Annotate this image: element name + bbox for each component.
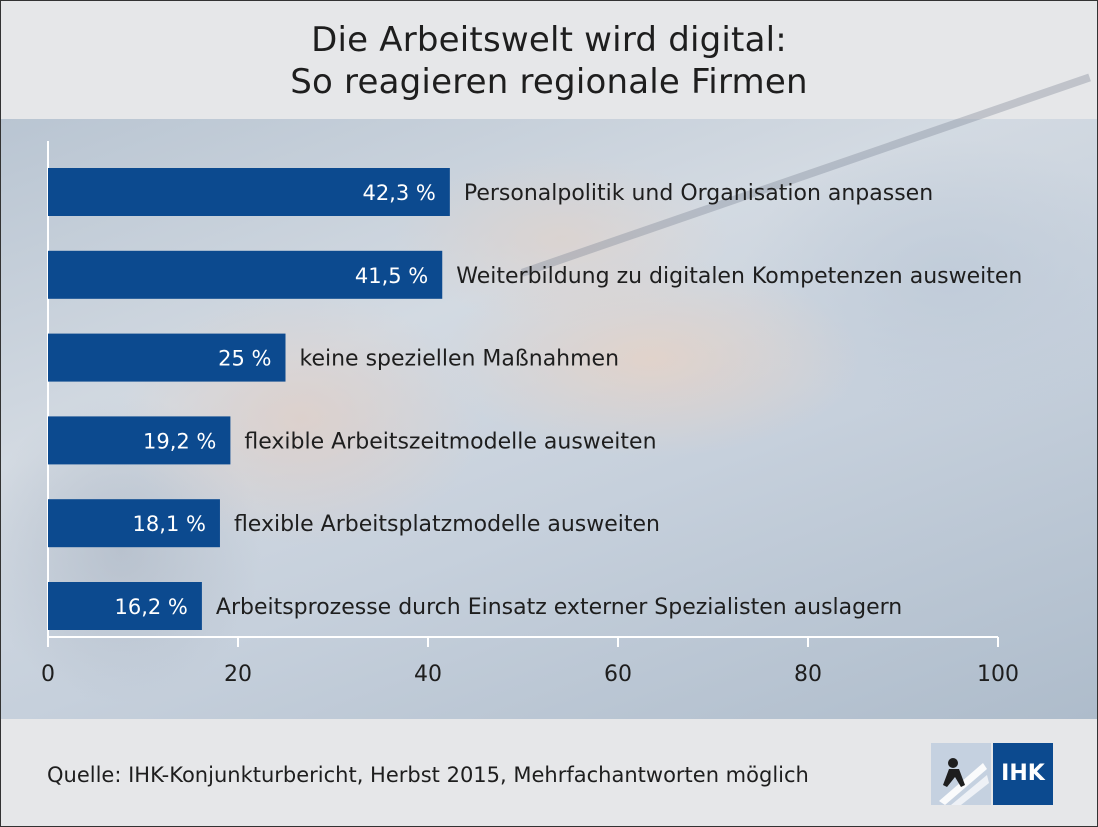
bar bbox=[48, 250, 443, 299]
x-tick-label: 60 bbox=[604, 662, 632, 687]
bar bbox=[48, 416, 231, 465]
bar-value-label: 42,3 % bbox=[362, 181, 435, 205]
bar-category-label: Personalpolitik und Organisation anpasse… bbox=[464, 181, 933, 206]
x-tick-label: 100 bbox=[977, 662, 1019, 687]
bar bbox=[48, 582, 202, 630]
bar-value-label: 18,1 % bbox=[133, 512, 206, 536]
bar bbox=[48, 333, 286, 382]
x-tick-label: 80 bbox=[794, 662, 822, 687]
bar-category-label: Weiterbildung zu digitalen Kompetenzen a… bbox=[456, 264, 1022, 289]
bar-chart: 0 20 40 60 80 100 42,3 % Personalpolitik und Or… bbox=[41, 141, 1022, 687]
bar-value-label: 25 % bbox=[218, 347, 271, 371]
title-line-1: Die Arbeitswelt wird digital: bbox=[311, 20, 787, 60]
header: Die Arbeitswelt wird digital: So reagier… bbox=[1, 1, 1097, 119]
source-note: Quelle: IHK-Konjunkturbericht, Herbst 20… bbox=[47, 763, 809, 787]
x-tick-label: 20 bbox=[224, 662, 252, 687]
chart-title: Die Arbeitswelt wird digital: So reagier… bbox=[1, 1, 1097, 103]
title-line-2: So reagieren regionale Firmen bbox=[290, 62, 808, 102]
bar-category-label: flexible Arbeitszeitmodelle ausweiten bbox=[244, 429, 656, 454]
bar-value-label: 41,5 % bbox=[355, 264, 428, 288]
bar-value-label: 19,2 % bbox=[143, 429, 216, 453]
bar bbox=[48, 499, 220, 548]
x-tick-label: 40 bbox=[414, 662, 442, 687]
bar bbox=[48, 168, 450, 216]
bar-category-label: Arbeitsprozesse durch Einsatz externer S… bbox=[216, 595, 902, 620]
bar-value-label: 16,2 % bbox=[115, 595, 188, 619]
ihk-logo-emblem bbox=[931, 743, 991, 805]
ihk-logo: IHK bbox=[931, 743, 1053, 805]
footer: Quelle: IHK-Konjunkturbericht, Herbst 20… bbox=[1, 719, 1097, 826]
bar-category-label: keine speziellen Maßnahmen bbox=[300, 347, 620, 372]
bar-category-label: flexible Arbeitsplatzmodelle ausweiten bbox=[234, 512, 660, 537]
ihk-logo-wordmark: IHK bbox=[993, 743, 1053, 805]
x-tick-label: 0 bbox=[41, 662, 55, 687]
